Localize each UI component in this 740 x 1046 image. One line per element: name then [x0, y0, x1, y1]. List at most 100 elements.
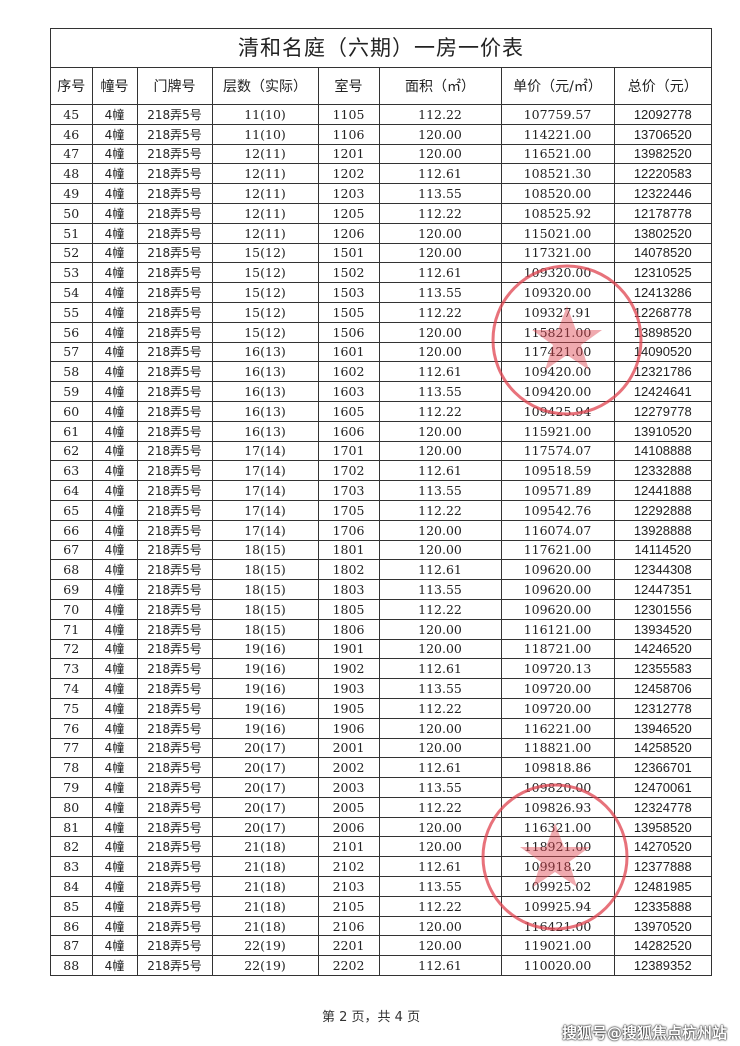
cell-address: 218弄5号	[136, 361, 213, 383]
cell-room: 1503	[317, 282, 380, 303]
cell-seq: 68	[51, 559, 93, 581]
cell-total-price: 12441888	[613, 480, 711, 501]
cell-address: 218弄5号	[136, 598, 213, 620]
cell-unit-price: 114221.00	[500, 123, 615, 145]
cell-area: 113.55	[378, 480, 502, 501]
cell-unit-price: 116221.00	[500, 717, 615, 739]
cell-area: 120.00	[378, 123, 502, 145]
cell-building: 4幢	[91, 777, 138, 798]
cell-floor: 16(13)	[211, 420, 319, 442]
cell-floor: 16(13)	[211, 400, 319, 422]
cell-room: 2002	[317, 757, 380, 779]
table-row: 48 4幢 218弄5号 12(11) 1202 112.61 108521.30 12220…	[51, 163, 711, 185]
cell-floor: 21(18)	[211, 856, 319, 878]
cell-seq: 79	[51, 777, 93, 798]
table-row: 54 4幢 218弄5号 15(12) 1503 113.55 109320.00 12413…	[51, 282, 711, 303]
cell-room: 1805	[317, 598, 380, 620]
table-row: 86 4幢 218弄5号 21(18) 2106 120.00 116421.00 13970…	[51, 915, 711, 937]
cell-seq: 49	[51, 183, 93, 204]
table-row: 56 4幢 218弄5号 15(12) 1506 120.00 115821.00 13898…	[51, 321, 711, 343]
cell-building: 4幢	[91, 400, 138, 422]
cell-unit-price: 109320.00	[500, 282, 615, 303]
cell-floor: 15(12)	[211, 242, 319, 264]
table-row: 82 4幢 218弄5号 21(18) 2101 120.00 118921.00 14270…	[51, 836, 711, 858]
table-row: 75 4幢 218弄5号 19(16) 1905 112.22 109720.00 12312…	[51, 697, 711, 719]
cell-room: 1502	[317, 262, 380, 284]
table-row: 74 4幢 218弄5号 19(16) 1903 113.55 109720.00 12458…	[51, 678, 711, 699]
cell-address: 218弄5号	[136, 618, 213, 640]
cell-building: 4幢	[91, 836, 138, 858]
cell-building: 4幢	[91, 282, 138, 303]
cell-seq: 86	[51, 915, 93, 937]
cell-room: 1902	[317, 658, 380, 680]
cell-floor: 18(15)	[211, 539, 319, 561]
cell-building: 4幢	[91, 440, 138, 462]
table-row: 58 4幢 218弄5号 16(13) 1602 112.61 109420.00 12321…	[51, 361, 711, 383]
cell-seq: 77	[51, 737, 93, 759]
table-row: 45 4幢 218弄5号 11(10) 1105 112.22 107759.57 12092…	[51, 104, 711, 125]
cell-floor: 20(17)	[211, 816, 319, 838]
table-row: 79 4幢 218弄5号 20(17) 2003 113.55 109820.00 12470…	[51, 777, 711, 798]
table-row: 63 4幢 218弄5号 17(14) 1702 112.61 109518.59 12332…	[51, 460, 711, 482]
cell-floor: 11(10)	[211, 123, 319, 145]
cell-building: 4幢	[91, 935, 138, 957]
cell-building: 4幢	[91, 678, 138, 699]
cell-unit-price: 117421.00	[500, 341, 615, 363]
cell-total-price: 12344308	[613, 559, 711, 581]
cell-building: 4幢	[91, 915, 138, 937]
cell-total-price: 12413286	[613, 282, 711, 303]
table-row: 50 4幢 218弄5号 12(11) 1205 112.22 108525.92 12178…	[51, 202, 711, 224]
cell-address: 218弄5号	[136, 678, 213, 699]
cell-unit-price: 118821.00	[500, 737, 615, 759]
cell-total-price: 13928888	[613, 519, 711, 541]
cell-unit-price: 110020.00	[500, 955, 615, 976]
cell-total-price: 12178778	[613, 202, 711, 224]
cell-area: 120.00	[378, 321, 502, 343]
cell-address: 218弄5号	[136, 400, 213, 422]
cell-floor: 12(11)	[211, 143, 319, 165]
cell-address: 218弄5号	[136, 519, 213, 541]
cell-unit-price: 109620.00	[500, 598, 615, 620]
cell-total-price: 12481985	[613, 876, 711, 897]
cell-unit-price: 109620.00	[500, 579, 615, 600]
cell-address: 218弄5号	[136, 658, 213, 680]
cell-address: 218弄5号	[136, 202, 213, 224]
cell-unit-price: 109425.94	[500, 400, 615, 422]
cell-address: 218弄5号	[136, 836, 213, 858]
cell-total-price: 14282520	[613, 935, 711, 957]
cell-unit-price: 109327.91	[500, 301, 615, 323]
cell-seq: 53	[51, 262, 93, 284]
cell-area: 112.22	[378, 202, 502, 224]
cell-total-price: 12301556	[613, 598, 711, 620]
cell-area: 120.00	[378, 420, 502, 442]
table-row: 60 4幢 218弄5号 16(13) 1605 112.22 109425.94 12279…	[51, 400, 711, 422]
cell-seq: 48	[51, 163, 93, 185]
cell-address: 218弄5号	[136, 717, 213, 739]
cell-unit-price: 109720.13	[500, 658, 615, 680]
cell-building: 4幢	[91, 123, 138, 145]
cell-address: 218弄5号	[136, 143, 213, 165]
cell-floor: 12(11)	[211, 222, 319, 244]
cell-floor: 12(11)	[211, 202, 319, 224]
cell-total-price: 14114520	[613, 539, 711, 561]
cell-floor: 18(15)	[211, 618, 319, 640]
cell-address: 218弄5号	[136, 559, 213, 581]
cell-building: 4幢	[91, 420, 138, 442]
cell-floor: 21(18)	[211, 895, 319, 917]
cell-unit-price: 109826.93	[500, 796, 615, 818]
cell-unit-price: 116121.00	[500, 618, 615, 640]
cell-room: 1203	[317, 183, 380, 204]
cell-address: 218弄5号	[136, 757, 213, 779]
table-row: 59 4幢 218弄5号 16(13) 1603 113.55 109420.00 12424…	[51, 381, 711, 402]
cell-room: 1702	[317, 460, 380, 482]
cell-area: 120.00	[378, 737, 502, 759]
cell-area: 120.00	[378, 915, 502, 937]
cell-floor: 16(13)	[211, 361, 319, 383]
cell-area: 112.61	[378, 658, 502, 680]
cell-unit-price: 117321.00	[500, 242, 615, 264]
header-building: 幢号	[91, 68, 138, 105]
cell-floor: 12(11)	[211, 163, 319, 185]
page-title: 清和名庭（六期）一房一价表	[51, 29, 711, 68]
header-address: 门牌号	[136, 68, 213, 105]
cell-address: 218弄5号	[136, 460, 213, 482]
